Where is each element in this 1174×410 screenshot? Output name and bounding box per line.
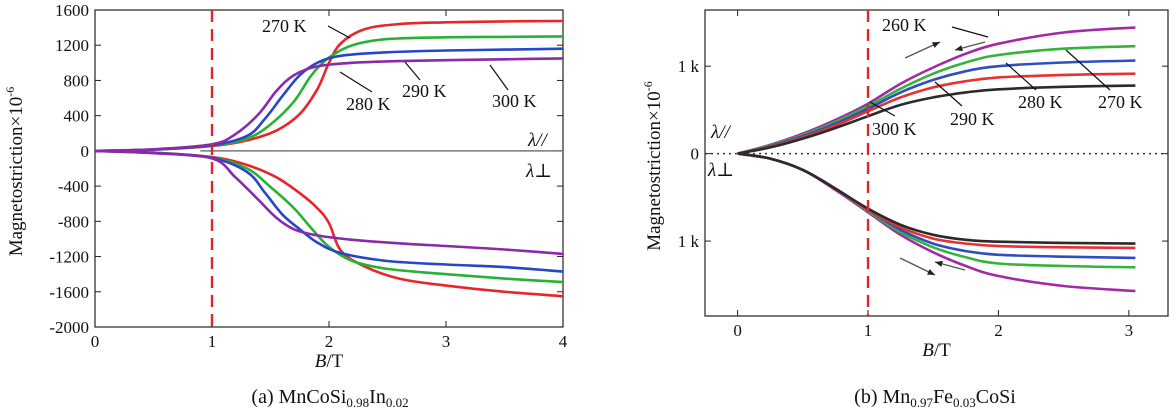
curve-label: 280 K [346,94,391,114]
series-4-parallel-line [737,84,1136,155]
y-axis-label: Magnetostriction×10 [6,97,27,257]
curve-label-leader [404,61,421,81]
sweep-arrowhead [927,268,935,275]
y-axis-label: Magnetostriction×10 [644,91,665,251]
y-tick-label: 0 [691,145,700,164]
curve-label-leader [951,26,989,38]
caption-suffix: CoSi [976,386,1016,408]
x-tick-label: 1 [864,321,873,340]
y-tick-label: 1200 [55,36,89,55]
plot-frame [704,9,1169,317]
y-axis-exponent: -6 [641,81,655,91]
y-axis-title: Magnetostriction×10-6 [3,87,27,257]
lambda-perpendicular-label: λ⊥ [525,161,552,182]
y-tick-label: -1200 [49,248,89,267]
series-0-parallel-line [95,19,563,153]
curve-label: 280 K [1018,92,1063,112]
series-1-perpendicular-line [737,152,1136,269]
caption-subscript: 0.02 [386,395,409,410]
y-tick-label: 1600 [55,1,89,20]
sweep-arrowhead [935,260,943,267]
curve-label: 260 K [882,15,927,35]
curve-label-leader [1065,49,1111,91]
y-tick-label: -400 [58,177,89,196]
x-axis-title: B/T [922,340,951,361]
series-0-perpendicular-line [95,149,563,298]
curve-label: 300 K [492,91,537,111]
series-0-parallel-line [737,26,1136,155]
x-axis-variable: B [315,351,327,372]
caption-subscript: 0.98 [346,395,369,410]
y-tick-label: 400 [64,107,90,126]
curves [95,19,563,298]
x-tick-label: 1 [208,332,217,351]
curve-label: 290 K [950,109,995,129]
caption-element: Fe [933,386,953,408]
x-tick-label: 0 [91,332,100,351]
curve-label-leader [1005,62,1037,91]
curve-label-leader [327,25,351,39]
y-axis-exponent: -6 [3,87,17,97]
lambda-perpendicular-label: λ⊥ [707,160,734,181]
curves [737,26,1136,293]
series-0-perpendicular-line [737,152,1136,293]
x-tick-label: 2 [325,332,334,351]
y-tick-label: -1600 [49,283,89,302]
y-tick-label: 1 k [678,232,700,251]
panel-b-chart: 0 1 2 3 1 k 0 1 k B/T Magnetostriction×10-6 (b) M… [641,9,1169,410]
curve-label-leader [869,101,896,117]
y-tick-label: 1 k [678,57,700,76]
y-tick-label: -2000 [49,318,89,337]
x-tick-label: 4 [559,332,568,351]
caption-prefix: (b) Mn [854,386,910,408]
series-1-perpendicular-line [95,149,563,284]
caption-prefix: (a) MnCoSi [251,386,346,408]
x-axis-title: B/T [315,351,344,372]
y-tick-label: 800 [64,71,90,90]
series-2-perpendicular-line [95,149,563,273]
curve-label-leader [934,81,963,107]
sweep-arrowhead [932,42,940,48]
x-tick-label: 3 [442,332,451,351]
curve-label-leader [489,64,509,91]
y-tick-label: 0 [81,142,90,161]
x-axis-unit: /T [934,340,951,361]
panel-caption: (b) Mn0.97Fe0.03CoSi [854,386,1016,410]
series-4-perpendicular-line [737,152,1136,245]
curve-label: 300 K [872,119,917,139]
lambda-parallel-label: λ// [710,122,732,143]
sweep-arrowhead [955,45,963,52]
caption-element: In [369,386,386,408]
y-tick-label: -800 [58,212,89,231]
caption-subscript: 0.97 [910,395,933,410]
curve-label: 290 K [402,81,447,101]
series-3-perpendicular-line [95,149,563,256]
panel-caption: (a) MnCoSi0.98In0.02 [251,386,408,410]
x-axis-variable: B [922,340,934,361]
x-tick-label: 2 [994,321,1003,340]
x-tick-label: 0 [733,321,742,340]
caption-subscript: 0.03 [953,395,976,410]
y-axis-title: Magnetostriction×10-6 [641,81,665,251]
curve-label-leader [339,71,373,93]
curve-label: 270 K [262,16,307,36]
panel-a-chart: 0 1 2 3 4 -2000 -1600 -1200 -800 -400 0 400 800 1200 1… [3,1,568,410]
curve-label: 270 K [1098,92,1143,112]
lambda-parallel-label: λ// [527,130,549,151]
x-tick-label: 3 [1125,321,1134,340]
x-axis-unit: /T [326,351,343,372]
